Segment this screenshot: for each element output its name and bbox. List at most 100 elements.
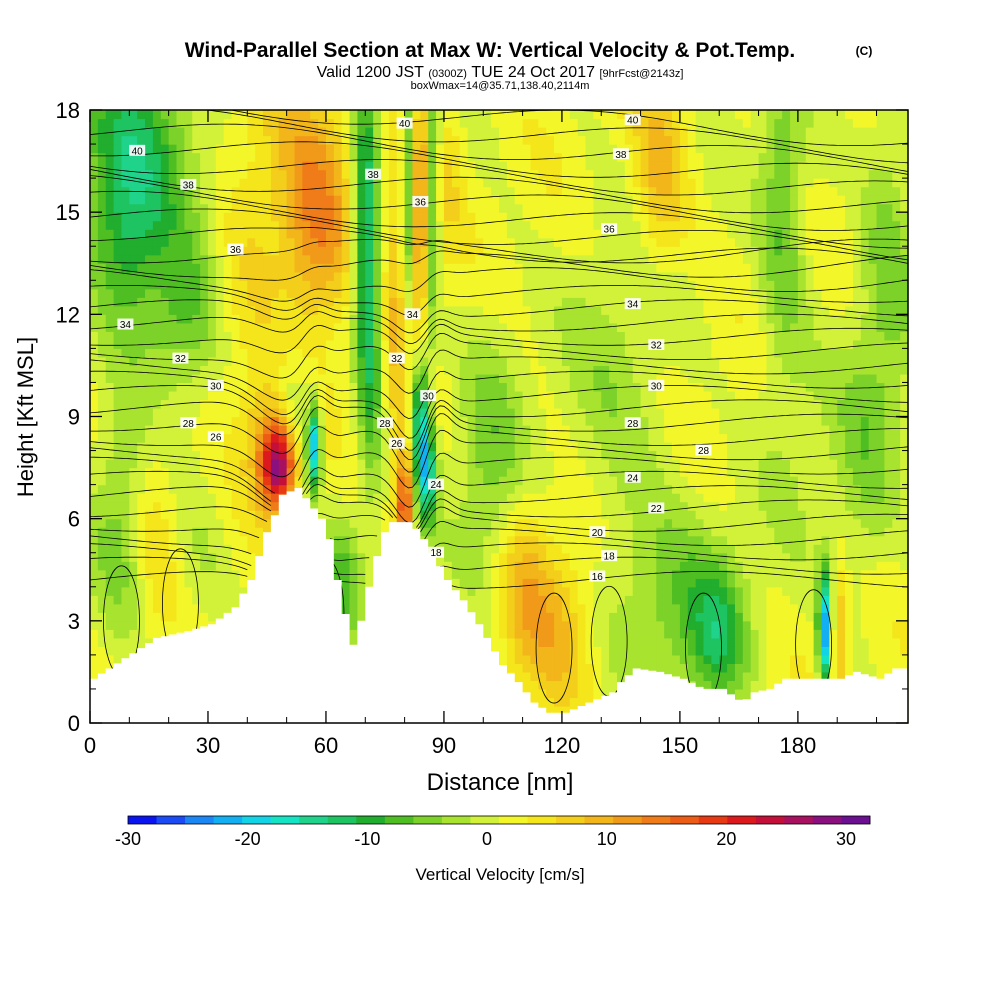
w-cell: [569, 646, 579, 656]
w-cell: [624, 544, 634, 554]
w-cell: [569, 603, 579, 613]
w-cell: [664, 407, 673, 418]
w-cell: [719, 331, 728, 341]
w-cell: [900, 663, 909, 673]
w-cell: [734, 476, 744, 486]
w-cell: [113, 544, 123, 554]
w-cell: [475, 476, 484, 486]
w-cell: [711, 620, 720, 630]
w-cell: [609, 646, 618, 656]
w-cell: [522, 493, 532, 503]
w-cell: [113, 476, 123, 486]
w-cell: [821, 339, 830, 349]
w-cell: [837, 373, 846, 384]
w-cell: [601, 314, 610, 324]
w-cell: [506, 612, 516, 622]
w-cell: [900, 450, 909, 460]
w-cell: [719, 612, 728, 622]
w-cell: [829, 603, 838, 613]
w-cell: [845, 314, 854, 324]
w-cell: [522, 314, 532, 324]
w-cell: [829, 518, 838, 528]
w-cell: [672, 467, 681, 477]
w-cell: [742, 603, 752, 613]
w-cell: [137, 356, 146, 367]
w-cell: [546, 629, 555, 639]
w-cell: [357, 339, 366, 349]
w-cell: [648, 629, 657, 639]
w-cell: [514, 561, 524, 571]
w-cell: [341, 433, 351, 443]
w-cell: [703, 612, 712, 622]
w-cell: [829, 476, 838, 486]
w-cell: [443, 493, 453, 503]
w-cell: [632, 544, 642, 554]
w-cell: [554, 450, 563, 460]
w-cell: [876, 322, 886, 332]
w-cell: [624, 373, 634, 384]
w-cell: [428, 373, 437, 384]
w-cell: [530, 365, 539, 375]
w-cell: [349, 612, 359, 622]
w-cell: [640, 425, 650, 435]
w-cell: [656, 442, 665, 452]
w-cell: [491, 399, 500, 409]
w-cell: [333, 510, 343, 520]
w-cell: [200, 510, 209, 520]
w-cell: [349, 433, 359, 443]
w-cell: [821, 425, 830, 435]
w-cell: [373, 467, 382, 477]
w-cell: [884, 595, 893, 605]
w-cell: [601, 501, 610, 511]
w-cell: [451, 322, 461, 332]
w-cell: [727, 331, 736, 341]
w-cell: [514, 382, 524, 392]
w-cell: [821, 416, 830, 426]
w-cell: [837, 425, 846, 435]
w-cell: [145, 314, 154, 324]
w-cell: [129, 322, 138, 332]
w-cell: [357, 442, 366, 452]
w-cell: [176, 612, 185, 622]
w-cell: [404, 407, 414, 418]
w-cell: [396, 339, 406, 349]
w-cell: [341, 348, 351, 358]
w-cell: [491, 552, 500, 562]
w-cell: [624, 314, 634, 324]
w-cell: [742, 663, 752, 673]
w-cell: [105, 416, 115, 426]
w-cell: [766, 322, 775, 332]
w-cell: [664, 467, 673, 477]
w-cell: [852, 646, 862, 656]
w-cell: [129, 373, 138, 384]
w-cell: [656, 510, 665, 520]
w-cell: [852, 314, 862, 324]
w-cell: [758, 629, 768, 639]
w-cell: [499, 314, 508, 324]
w-cell: [239, 510, 248, 520]
w-cell: [333, 493, 343, 503]
w-cell: [223, 425, 233, 435]
w-cell: [900, 476, 909, 486]
w-cell: [349, 544, 359, 554]
w-cell: [782, 569, 791, 579]
w-cell: [483, 425, 492, 435]
w-cell: [727, 322, 736, 332]
w-cell: [805, 637, 815, 647]
w-cell: [750, 595, 760, 605]
w-cell: [900, 527, 909, 537]
w-cell: [805, 382, 815, 392]
w-cell: [845, 493, 854, 503]
w-cell: [247, 314, 256, 324]
w-cell: [734, 348, 744, 358]
w-cell: [160, 544, 170, 554]
w-cell: [263, 510, 272, 520]
w-cell: [294, 425, 303, 435]
w-cell: [797, 407, 807, 418]
w-cell: [467, 433, 477, 443]
w-cell: [687, 595, 697, 605]
w-cell: [90, 646, 99, 656]
w-cell: [593, 484, 602, 494]
w-cell: [561, 688, 571, 699]
w-cell: [672, 561, 681, 571]
